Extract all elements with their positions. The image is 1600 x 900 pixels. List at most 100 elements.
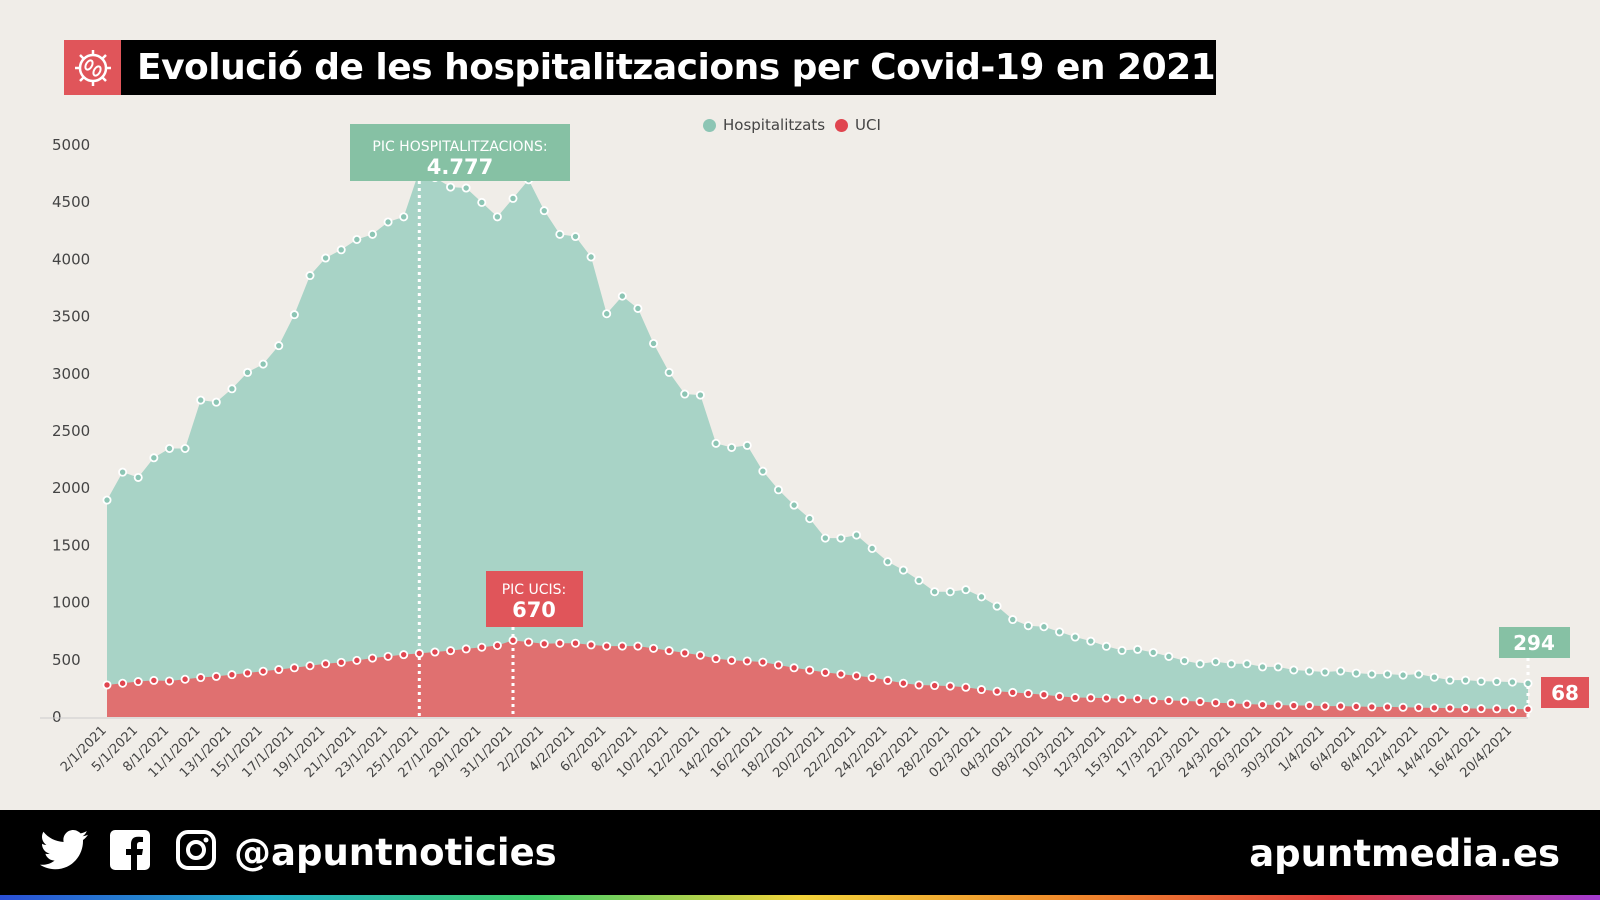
data-point-uci: [1008, 687, 1018, 697]
virus-icon: [64, 40, 121, 95]
data-point-uci: [102, 680, 112, 690]
data-point-uci: [430, 647, 440, 657]
data-point-hospitalitzats: [867, 543, 877, 553]
data-point-hospitalitzats: [461, 183, 471, 193]
data-point-uci: [539, 639, 549, 649]
data-point-hospitalitzats: [649, 338, 659, 348]
legend-item-hospitalitzats[interactable]: Hospitalitzats: [703, 116, 825, 134]
data-point-hospitalitzats: [617, 291, 627, 301]
data-point-uci: [1476, 704, 1486, 714]
data-point-hospitalitzats: [367, 229, 377, 239]
data-point-hospitalitzats: [1179, 656, 1189, 666]
data-point-hospitalitzats: [1195, 659, 1205, 669]
data-point-uci: [1226, 698, 1236, 708]
data-point-hospitalitzats: [1336, 666, 1346, 676]
data-point-hospitalitzats: [1429, 672, 1439, 682]
data-point-uci: [1211, 698, 1221, 708]
peak-uci-label: PIC UCIS:: [502, 582, 567, 598]
data-point-uci: [1164, 695, 1174, 705]
peak-uci-box: [486, 571, 583, 627]
data-point-hospitalitzats: [602, 309, 612, 319]
data-point-hospitalitzats: [1304, 666, 1314, 676]
y-tick-label: 1000: [52, 594, 90, 612]
data-point-hospitalitzats: [664, 367, 674, 377]
data-point-uci: [524, 637, 534, 647]
data-point-uci: [727, 655, 737, 665]
data-point-uci: [742, 656, 752, 666]
rainbow-strip: [0, 895, 1600, 900]
data-point-hospitalitzats: [695, 390, 705, 400]
twitter-icon[interactable]: [40, 830, 88, 874]
data-point-hospitalitzats: [1289, 665, 1299, 675]
data-point-uci: [1492, 704, 1502, 714]
data-point-uci: [461, 644, 471, 654]
website-link[interactable]: apuntmedia.es: [1249, 832, 1560, 875]
data-point-hospitalitzats: [274, 341, 284, 351]
data-point-uci: [1133, 694, 1143, 704]
data-point-hospitalitzats: [820, 533, 830, 543]
data-point-hospitalitzats: [805, 514, 815, 524]
data-point-uci: [664, 646, 674, 656]
data-point-hospitalitzats: [1039, 622, 1049, 632]
data-point-uci: [180, 674, 190, 684]
data-point-uci: [898, 678, 908, 688]
data-point-hospitalitzats: [727, 442, 737, 452]
data-point-uci: [1086, 693, 1096, 703]
data-point-uci: [711, 654, 721, 664]
data-point-hospitalitzats: [492, 212, 502, 222]
data-point-uci: [1242, 699, 1252, 709]
y-tick-label: 3000: [52, 365, 90, 383]
data-point-hospitalitzats: [196, 395, 206, 405]
legend-item-uci[interactable]: UCI: [835, 116, 881, 134]
data-point-uci: [820, 667, 830, 677]
data-point-hospitalitzats: [133, 472, 143, 482]
data-point-hospitalitzats: [352, 234, 362, 244]
data-point-hospitalitzats: [883, 557, 893, 567]
data-point-hospitalitzats: [1133, 644, 1143, 654]
y-tick-label: 1500: [52, 536, 90, 554]
data-point-hospitalitzats: [102, 495, 112, 505]
data-point-uci: [1507, 704, 1517, 714]
data-point-hospitalitzats: [711, 438, 721, 448]
y-tick-label: 500: [52, 651, 81, 669]
data-point-hospitalitzats: [1008, 615, 1018, 625]
data-point-uci: [336, 657, 346, 667]
social-handle[interactable]: @apuntnoticies: [234, 830, 557, 874]
data-point-uci: [1445, 703, 1455, 713]
data-point-hospitalitzats: [1117, 645, 1127, 655]
data-point-hospitalitzats: [976, 592, 986, 602]
data-point-uci: [149, 675, 159, 685]
data-point-hospitalitzats: [289, 310, 299, 320]
data-point-uci: [945, 681, 955, 691]
data-point-uci: [305, 661, 315, 671]
data-point-hospitalitzats: [477, 197, 487, 207]
y-tick-label: 3500: [52, 308, 90, 326]
data-point-hospitalitzats: [1351, 668, 1361, 678]
data-point-uci: [1148, 695, 1158, 705]
data-point-hospitalitzats: [1070, 632, 1080, 642]
data-point-uci: [383, 651, 393, 661]
footer: @apuntnoticies apuntmedia.es: [0, 810, 1600, 895]
data-point-hospitalitzats: [1367, 669, 1377, 679]
data-point-hospitalitzats: [742, 440, 752, 450]
data-point-uci: [1398, 702, 1408, 712]
data-point-hospitalitzats: [1226, 659, 1236, 669]
peak-hosp-value: 4.777: [427, 155, 493, 179]
facebook-icon[interactable]: [110, 830, 150, 874]
instagram-icon[interactable]: [176, 830, 216, 874]
data-point-hospitalitzats: [243, 367, 253, 377]
data-point-uci: [352, 655, 362, 665]
data-point-uci: [1429, 703, 1439, 713]
data-point-hospitalitzats: [321, 253, 331, 263]
data-point-uci: [586, 640, 596, 650]
data-point-uci: [258, 666, 268, 676]
data-point-hospitalitzats: [1023, 621, 1033, 631]
data-point-hospitalitzats: [945, 587, 955, 597]
data-point-uci: [477, 642, 487, 652]
data-point-uci: [1289, 701, 1299, 711]
data-point-uci: [211, 671, 221, 681]
data-point-hospitalitzats: [1148, 647, 1158, 657]
data-point-uci: [555, 638, 565, 648]
data-point-uci: [976, 685, 986, 695]
data-point-hospitalitzats: [758, 466, 768, 476]
